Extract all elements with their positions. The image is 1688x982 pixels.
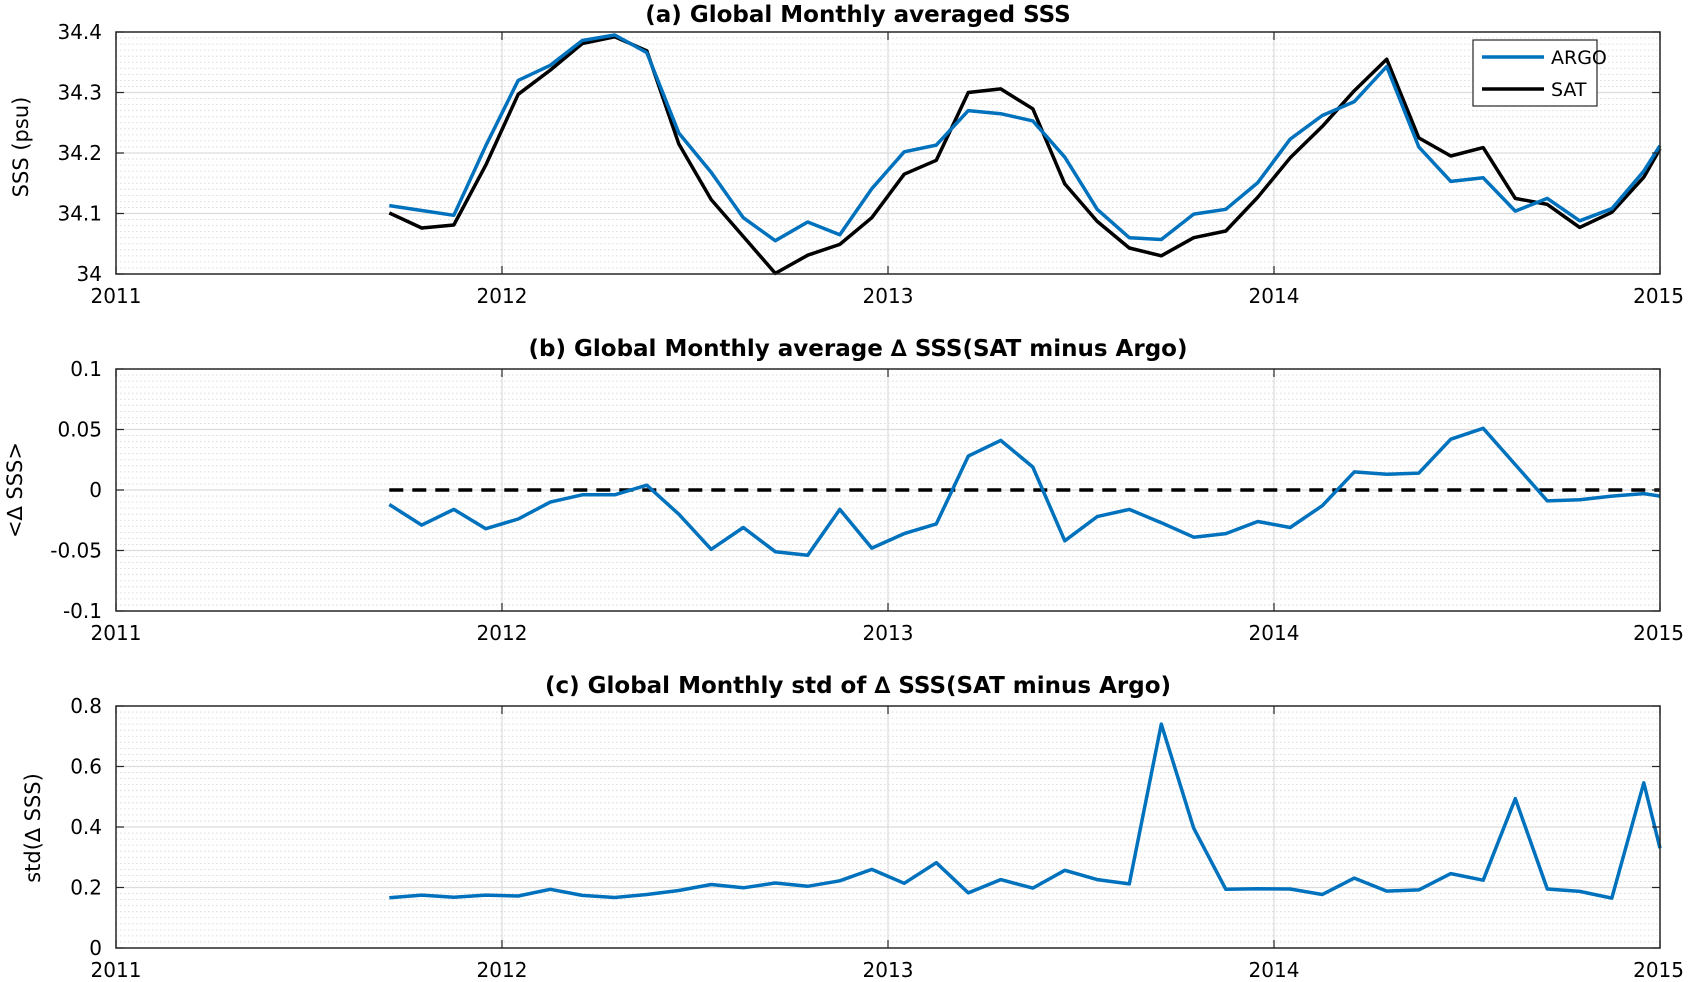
panel-b-ticks: -0.1 -0.05 0 0.05 0.1 2011 2012 2013 2014 2015 [50,357,1684,645]
x-tick-label: 2015 [1633,284,1684,308]
panel-c-delta-std: (c) Global Monthly std of ∆ SSS(SAT minu… [21,673,1684,982]
panel-a-grid [116,32,1660,274]
series-line-sat [388,35,1662,276]
y-tick-label: -0.1 [63,599,102,623]
y-tick-label: 0.6 [70,755,102,779]
legend: ARGO SAT [1472,39,1607,107]
series-line-c [389,722,1662,900]
x-tick-label: 2014 [1249,621,1300,645]
y-tick-label: 0.8 [70,694,102,718]
y-tick-label: 34.4 [57,20,102,44]
x-tick-label: 2014 [1249,284,1300,308]
legend-argo-label: ARGO [1551,47,1607,69]
x-tick-label: 2015 [1633,958,1684,982]
series-line-argo [389,33,1662,243]
x-tick-label: 2012 [477,284,528,308]
legend-box [1472,39,1598,107]
panel-b-delta-mean: (b) Global Monthly average ∆ SSS(SAT min… [3,336,1684,645]
x-tick-label: 2013 [863,621,914,645]
x-tick-label: 2012 [477,958,528,982]
panel-a-title: (a) Global Monthly averaged SSS [645,2,1070,28]
panel-c-series [389,722,1662,900]
y-tick-label: 0.2 [70,876,102,900]
y-tick-label: 34.1 [57,202,102,226]
y-tick-label: 0 [89,478,102,502]
y-tick-label: 0.05 [57,418,102,442]
panel-c-ylabel: std(∆ SSS) [21,773,45,883]
panel-c-title: (c) Global Monthly std of ∆ SSS(SAT minu… [545,673,1171,699]
y-tick-label: 34 [77,262,102,286]
x-tick-label: 2011 [91,621,142,645]
panel-b-ylabel: <∆ SSS> [3,442,27,538]
panel-a-series [388,33,1662,276]
series-line-b [388,426,1661,558]
x-tick-label: 2012 [477,621,528,645]
x-tick-label: 2013 [863,284,914,308]
x-tick-label: 2013 [863,958,914,982]
y-tick-label: -0.05 [50,539,102,563]
panel-b-title: (b) Global Monthly average ∆ SSS(SAT min… [529,336,1188,362]
panel-c-grid [116,706,1660,948]
panel-b-series [388,426,1661,558]
panel-a-ylabel: SSS (psu) [9,97,33,198]
y-tick-label: 0 [89,936,102,960]
legend-sat-label: SAT [1551,79,1587,101]
y-tick-label: 0.4 [70,815,102,839]
x-tick-label: 2011 [91,958,142,982]
x-tick-label: 2014 [1249,958,1300,982]
x-tick-label: 2015 [1633,621,1684,645]
y-tick-label: 34.3 [57,81,102,105]
panel-a-sss: (a) Global Monthly averaged SSS SSS (psu… [9,2,1684,308]
panel-a-ticks: 34 34.1 34.2 34.3 34.4 2011 2012 2013 2014 2015 [57,20,1684,308]
y-tick-label: 0.1 [70,357,102,381]
y-tick-label: 34.2 [57,141,102,165]
x-tick-label: 2011 [91,284,142,308]
panel-c-ticks: 0 0.2 0.4 0.6 0.8 2011 2012 2013 2014 2015 [70,694,1684,982]
